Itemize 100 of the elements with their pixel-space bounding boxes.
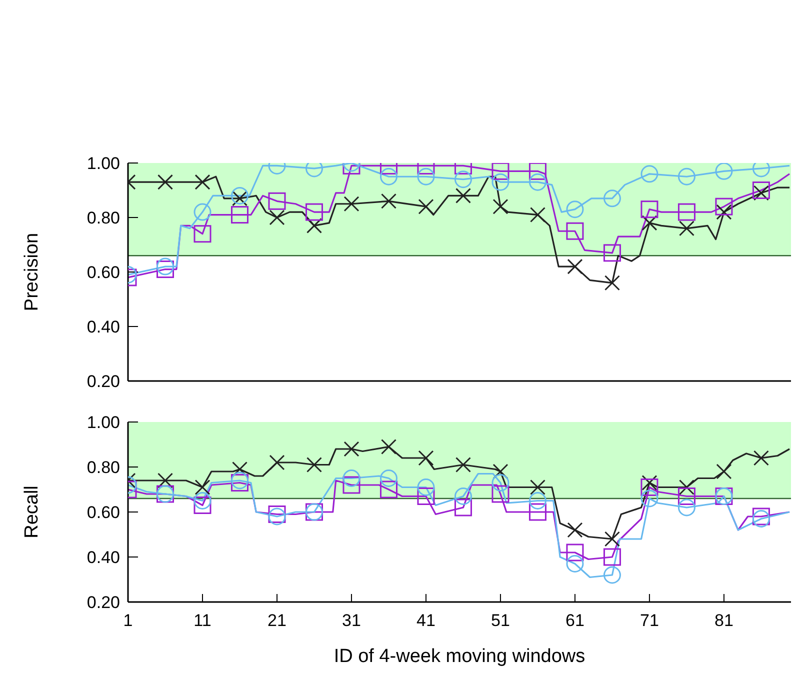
- point: [194, 174, 210, 190]
- y-tick-label: 0.40: [86, 318, 120, 337]
- x-tick-label: 11: [194, 611, 212, 630]
- point: [157, 472, 173, 488]
- point: [640, 478, 658, 496]
- point: [603, 548, 621, 566]
- point: [380, 439, 396, 454]
- point: [156, 260, 174, 278]
- point: [230, 186, 248, 204]
- x-tick-label: 61: [566, 611, 584, 630]
- point: [528, 503, 546, 521]
- y-tick-label: 1.00: [86, 154, 120, 174]
- point: [678, 220, 694, 236]
- point: [454, 170, 472, 188]
- point: [194, 480, 210, 495]
- point: [678, 498, 696, 516]
- point: [232, 190, 248, 206]
- point: [417, 168, 435, 186]
- point: [604, 531, 620, 547]
- point: [528, 492, 546, 510]
- y-tick-label: 0.20: [86, 372, 120, 392]
- point: [305, 203, 323, 221]
- point: [567, 258, 583, 274]
- point: [715, 198, 733, 216]
- point: [194, 496, 212, 514]
- point: [157, 174, 173, 190]
- point: [380, 193, 396, 209]
- x-tick-label: 41: [416, 611, 436, 630]
- point: [268, 192, 286, 210]
- point: [380, 168, 398, 186]
- point: [642, 475, 658, 490]
- y-tick-label: 0.60: [86, 503, 120, 522]
- point: [603, 190, 621, 208]
- point: [603, 244, 621, 262]
- point: [455, 457, 471, 472]
- x-tick-label: 81: [714, 611, 734, 630]
- point: [716, 464, 732, 480]
- point: [492, 474, 510, 492]
- point: [678, 480, 694, 495]
- point: [342, 476, 360, 494]
- point: [752, 182, 770, 199]
- point: [342, 470, 360, 487]
- point: [753, 185, 769, 201]
- point: [753, 450, 769, 466]
- point: [417, 478, 435, 496]
- point: [528, 173, 546, 191]
- y-tick-label: 0.60: [86, 263, 120, 282]
- point: [530, 480, 546, 495]
- point: [642, 215, 658, 231]
- point: [344, 441, 360, 457]
- x-tick-label: 1: [123, 611, 133, 630]
- point: [567, 522, 583, 538]
- x-axis-title: ID of 4-week moving windows: [334, 646, 586, 667]
- point: [640, 200, 658, 218]
- point: [269, 454, 285, 470]
- y-tick-label: 0.40: [86, 548, 120, 568]
- y-tick-label: 0.80: [86, 208, 120, 228]
- point: [678, 488, 696, 505]
- y-axis-title: Precision: [22, 232, 43, 312]
- point: [716, 204, 732, 220]
- point: [156, 258, 174, 276]
- point: [604, 275, 620, 291]
- point: [678, 203, 696, 221]
- point: [492, 464, 508, 480]
- y-axis-title: Recall: [22, 486, 43, 538]
- point: [566, 222, 584, 240]
- point: [566, 544, 584, 562]
- point: [566, 200, 584, 218]
- point: [640, 165, 658, 183]
- point: [492, 163, 510, 180]
- point: [455, 188, 471, 204]
- point: [528, 163, 546, 180]
- point: [418, 198, 434, 214]
- point: [194, 203, 212, 221]
- point: [454, 498, 472, 516]
- point: [380, 470, 398, 487]
- point: [230, 206, 248, 224]
- point: [530, 207, 546, 223]
- y-tick-label: 1.00: [86, 413, 120, 432]
- point: [492, 198, 508, 214]
- y-tick-label: 0.80: [86, 458, 120, 478]
- point: [715, 163, 733, 180]
- x-tick-label: 31: [342, 611, 361, 630]
- x-tick-label: 71: [640, 611, 659, 630]
- point: [306, 218, 322, 234]
- point: [492, 485, 510, 503]
- point: [492, 173, 510, 191]
- point: [418, 450, 434, 466]
- x-tick-label: 51: [491, 611, 510, 630]
- y-tick-label: 0.20: [86, 593, 120, 612]
- point: [194, 492, 212, 510]
- point: [194, 225, 212, 243]
- point: [306, 457, 322, 472]
- point: [454, 488, 472, 505]
- point: [269, 210, 285, 226]
- point: [603, 566, 621, 584]
- x-tick-label: 21: [268, 611, 286, 630]
- point: [344, 196, 360, 212]
- point: [640, 490, 658, 508]
- point: [417, 488, 435, 505]
